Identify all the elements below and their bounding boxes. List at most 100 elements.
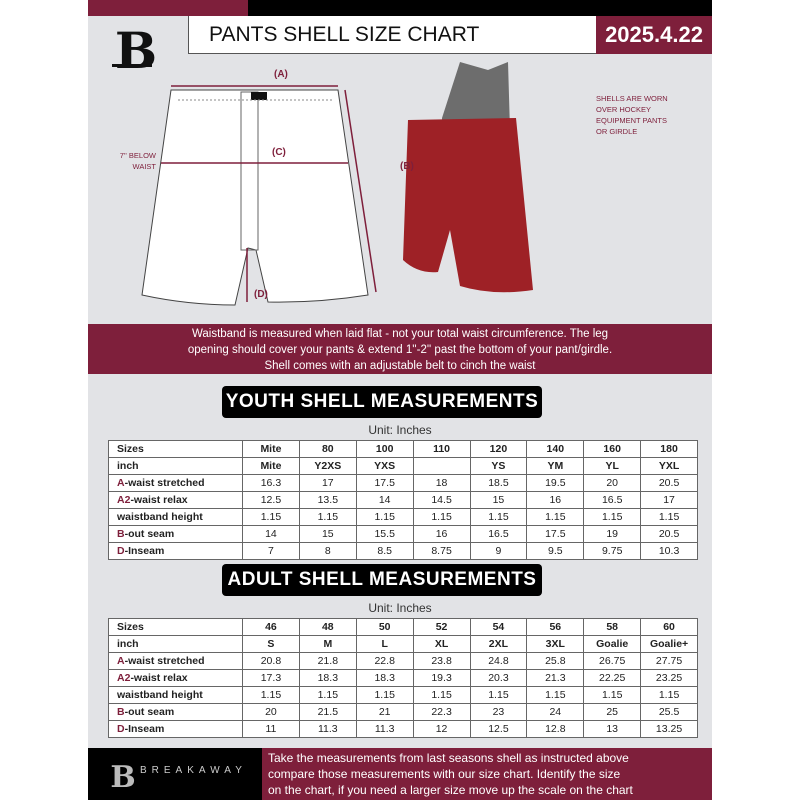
table-cell: YM xyxy=(526,457,585,475)
adult-size-table: Sizes 46 48 50 52 54 56 58 60 inch S M L XL 2XL 3XL Goal… xyxy=(108,618,698,738)
table-cell: 21 xyxy=(355,703,414,721)
label-a: (A) xyxy=(274,69,288,80)
table-cell: 15 xyxy=(298,525,357,543)
row-label: A2-waist relax xyxy=(108,491,243,509)
note-line: EQUIPMENT PANTS xyxy=(596,116,667,125)
table-cell: 1.15 xyxy=(640,686,698,704)
shells-worn-note: SHELLS ARE WORN OVER HOCKEY EQUIPMENT PA… xyxy=(596,93,668,137)
table-cell: 12.8 xyxy=(526,720,585,738)
label-text: inch xyxy=(117,637,139,650)
table-cell: 1.15 xyxy=(583,508,642,526)
top-bar-accent xyxy=(88,0,248,16)
row-label: inch xyxy=(108,635,243,653)
table-cell: 1.15 xyxy=(469,686,528,704)
table-cell: 1.15 xyxy=(355,508,414,526)
table-cell: 14 xyxy=(355,491,414,509)
table-cell: 48 xyxy=(298,618,357,636)
table-cell: 25.8 xyxy=(526,652,585,670)
table-cell: 20 xyxy=(583,474,642,492)
table-cell: 20 xyxy=(242,703,300,721)
table-cell: 16.3 xyxy=(242,474,300,492)
row-label: D-Inseam xyxy=(108,720,243,738)
table-cell: 27.75 xyxy=(640,652,698,670)
table-cell: 60 xyxy=(640,618,698,636)
table-cell: 13.5 xyxy=(298,491,357,509)
table-cell: 14.5 xyxy=(412,491,471,509)
adult-unit: Unit: Inches xyxy=(368,601,432,615)
table-cell: 23.8 xyxy=(412,652,471,670)
measure-letter: A2 xyxy=(117,671,131,684)
table-cell: 12.5 xyxy=(469,720,528,738)
breakaway-logo: B xyxy=(112,21,157,76)
table-cell: 3XL xyxy=(526,635,585,653)
table-cell: 1.15 xyxy=(242,686,300,704)
row-label: A-waist stretched xyxy=(108,652,243,670)
table-row: waistband height 1.15 1.15 1.15 1.15 1.15 1.15… xyxy=(108,508,698,526)
table-cell: 22.8 xyxy=(355,652,414,670)
info-line: Shell comes with an adjustable belt to c… xyxy=(264,360,536,372)
table-cell: 12 xyxy=(412,720,471,738)
measure-letter: D xyxy=(117,722,125,735)
table-cell: 20.5 xyxy=(640,525,698,543)
table-cell: 21.8 xyxy=(298,652,357,670)
table-cell: Goalie xyxy=(583,635,642,653)
table-cell: 9.5 xyxy=(526,542,585,560)
table-cell: 22.25 xyxy=(583,669,642,687)
table-cell: 10.3 xyxy=(640,542,698,560)
table-cell: 19.5 xyxy=(526,474,585,492)
youth-section-title: YOUTH SHELL MEASUREMENTS xyxy=(222,386,542,418)
table-cell: S xyxy=(242,635,300,653)
table-cell: 8.5 xyxy=(355,542,414,560)
table-cell: 18.3 xyxy=(298,669,357,687)
table-cell: 16 xyxy=(412,525,471,543)
brand-name: BREAKAWAY xyxy=(140,765,247,776)
table-row: D-Inseam 7 8 8.5 8.75 9 9.5 9.75 10.3 xyxy=(108,542,698,560)
label-text: inch xyxy=(117,459,139,472)
table-cell: 1.15 xyxy=(583,686,642,704)
table-cell: 100 xyxy=(355,440,414,458)
label-text: -waist stretched xyxy=(124,476,205,489)
table-cell: 180 xyxy=(640,440,698,458)
red-pants-shell-image xyxy=(403,118,533,293)
table-row: inch Mite Y2XS YXS YS YM YL YXL xyxy=(108,457,698,475)
table-cell: 1.15 xyxy=(242,508,300,526)
table-cell: 21.3 xyxy=(526,669,585,687)
table-cell: Goalie+ xyxy=(640,635,698,653)
note-line: OVER HOCKEY xyxy=(596,105,652,114)
table-cell: 160 xyxy=(583,440,642,458)
table-cell: 58 xyxy=(583,618,642,636)
table-cell: 23.25 xyxy=(640,669,698,687)
label-text: waistband height xyxy=(117,510,203,523)
row-label: waistband height xyxy=(108,686,243,704)
label-text: -Inseam xyxy=(124,544,165,557)
table-row: B-out seam 14 15 15.5 16 16.5 17.5 19 20.5 xyxy=(108,525,698,543)
table-cell: 11.3 xyxy=(298,720,357,738)
footer-logo: B xyxy=(110,760,135,792)
table-cell: 9.75 xyxy=(583,542,642,560)
table-cell: YXL xyxy=(640,457,698,475)
footer-line: compare those measurements with our size… xyxy=(268,767,621,781)
table-cell: 11.3 xyxy=(355,720,414,738)
measure-letter: D xyxy=(117,544,125,557)
note-line: OR GIRDLE xyxy=(596,127,638,136)
table-row: A2-waist relax 12.5 13.5 14 14.5 15 16 16.5 17 xyxy=(108,491,698,509)
row-label: waistband height xyxy=(108,508,243,526)
table-cell: 15 xyxy=(469,491,528,509)
row-label: Sizes xyxy=(108,440,243,458)
table-cell: 1.15 xyxy=(469,508,528,526)
note-line: SHELLS ARE WORN xyxy=(596,94,668,103)
table-row: A-waist stretched 16.3 17 17.5 18 18.5 19.5 20 2… xyxy=(108,474,698,492)
table-cell: 120 xyxy=(469,440,528,458)
table-cell: 19 xyxy=(583,525,642,543)
table-cell: 1.15 xyxy=(526,508,585,526)
label-b: (B) xyxy=(400,161,414,172)
table-cell: 13.25 xyxy=(640,720,698,738)
table-cell: 14 xyxy=(242,525,300,543)
table-cell: 16 xyxy=(526,491,585,509)
table-cell: 22.3 xyxy=(412,703,471,721)
table-cell xyxy=(412,457,471,475)
table-cell: M xyxy=(298,635,357,653)
table-cell: 18.5 xyxy=(469,474,528,492)
table-cell: 1.15 xyxy=(412,686,471,704)
table-cell: Mite xyxy=(242,440,300,458)
